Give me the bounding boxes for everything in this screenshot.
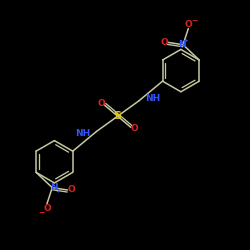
Text: O: O [67,186,75,194]
Text: O: O [97,99,105,108]
Text: S: S [114,111,122,121]
Text: N: N [50,183,58,192]
Text: +: + [184,38,188,44]
Text: O: O [43,204,51,213]
Text: NH: NH [75,129,90,138]
Text: O: O [160,38,168,47]
Text: O: O [130,124,138,133]
Text: −: − [38,208,44,216]
Text: −: − [191,16,198,25]
Text: NH: NH [145,94,160,103]
Text: +: + [56,189,60,194]
Text: O: O [184,20,192,28]
Text: N: N [178,40,186,49]
